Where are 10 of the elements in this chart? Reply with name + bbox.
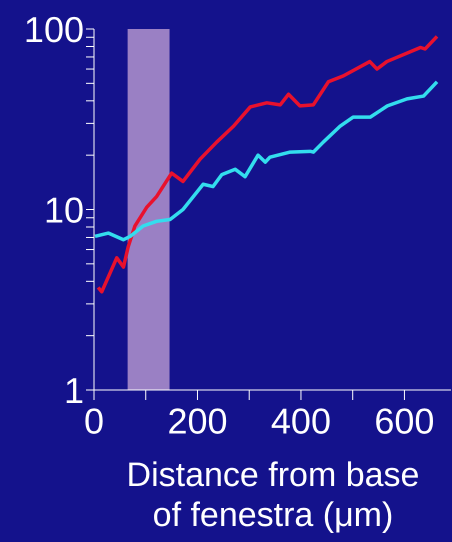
x-tick-label: 600 (374, 400, 434, 442)
y-tick-label: 10 (44, 189, 84, 230)
x-tick-label: 200 (167, 400, 228, 442)
line-series (96, 34, 439, 294)
x-axis-title: Distance from base of fenestra (μm) (126, 455, 420, 535)
x-tick-label: 400 (270, 400, 331, 442)
line-series (94, 80, 439, 242)
y-tick-label: 100 (24, 8, 84, 50)
x-tick-label: 0 (84, 400, 104, 442)
y-tick-label: 1 (64, 370, 84, 411)
